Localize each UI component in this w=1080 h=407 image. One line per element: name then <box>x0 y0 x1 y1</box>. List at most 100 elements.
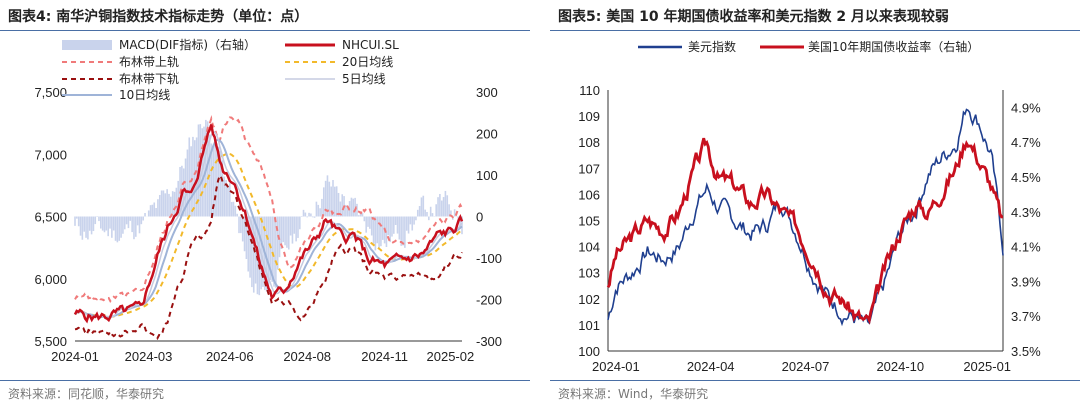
legend-label: 美元指数 <box>688 39 736 54</box>
x-tick-label: 2024-10 <box>876 359 924 374</box>
legend-label: 5日均线 <box>342 72 386 86</box>
macd-bar <box>129 216 132 221</box>
bollinger-lower-line <box>74 173 463 340</box>
macd-bar <box>416 209 419 217</box>
macd-bar <box>135 216 137 237</box>
usd-index-line <box>607 108 1004 327</box>
macd-bar <box>90 216 93 235</box>
x-tick-label: 2024-04 <box>687 359 735 374</box>
macd-bar <box>287 216 290 250</box>
macd-bar <box>324 180 327 217</box>
macd-bar <box>299 216 301 230</box>
macd-bar <box>111 216 113 238</box>
chart-title: 图表4: 南华沪铜指数技术指标走势（单位：点） <box>8 9 309 25</box>
legend-label: NHCUI.SL <box>342 38 399 52</box>
macd-bar <box>393 216 395 234</box>
copper-chart-svg: 7,500 7,000 6,500 6,000 5,500 300 200 100 0 -100 -… <box>34 37 502 364</box>
y-tick-label: 5,500 <box>34 334 67 349</box>
macd-bar <box>273 216 275 287</box>
macd-bar <box>300 215 303 217</box>
ust10y-yield-line <box>606 137 1004 325</box>
macd-bar <box>142 216 144 221</box>
macd-bar <box>321 198 323 217</box>
macd-bar <box>282 216 285 243</box>
macd-bar <box>418 206 421 217</box>
macd-bar <box>394 216 397 225</box>
macd-bar <box>184 158 187 217</box>
y-tick-label: 101 <box>578 318 600 333</box>
macd-bar <box>339 201 342 217</box>
macd-bar <box>195 137 198 217</box>
y2-tick-label: 300 <box>476 85 498 100</box>
macd-bar <box>85 216 87 238</box>
chart-panel-copper: 图表4: 南华沪铜指数技术指标走势（单位：点） 7,500 7,000 6,500 6… <box>0 0 530 407</box>
macd-bar <box>311 216 314 218</box>
macd-bar <box>315 201 318 217</box>
macd-bar <box>249 216 251 278</box>
macd-bar <box>448 204 450 217</box>
y2-tick-label: 4.9% <box>1011 100 1041 115</box>
macd-bar <box>437 197 439 217</box>
y-tick-label: 108 <box>578 135 600 150</box>
macd-bar <box>100 216 102 229</box>
macd-bar <box>411 216 414 231</box>
macd-bar <box>240 216 242 234</box>
macd-bar <box>160 190 163 217</box>
macd-bar <box>459 216 461 229</box>
macd-bar <box>216 143 218 217</box>
macd-bar <box>112 216 115 231</box>
macd-bar <box>275 216 277 288</box>
macd-bar <box>446 195 449 217</box>
x-tick-label: 2025-02 <box>427 349 475 364</box>
y-tick-label: 7,000 <box>34 147 67 162</box>
macd-bar <box>76 216 78 219</box>
macd-bar <box>372 216 375 244</box>
macd-bar <box>439 193 441 217</box>
x-tick-label: 2024-07 <box>782 359 830 374</box>
macd-bar <box>297 216 299 238</box>
macd-bar <box>133 216 135 240</box>
macd-bar <box>322 187 325 217</box>
title-rule <box>0 30 530 31</box>
macd-bar <box>123 216 126 230</box>
y2-tick-label: 4.3% <box>1011 205 1041 220</box>
macd-bar <box>346 208 349 217</box>
macd-bar <box>74 216 76 226</box>
y-tick-label: 102 <box>578 292 600 307</box>
legend-label: 20日均线 <box>342 55 393 69</box>
macd-bar <box>365 216 367 233</box>
macd-bar <box>103 216 106 233</box>
macd-bar <box>345 204 347 217</box>
macd-bar <box>409 216 412 225</box>
legend-label: 10日均线 <box>119 88 170 102</box>
macd-bar <box>381 216 384 240</box>
macd-bar <box>359 213 362 217</box>
macd-bar <box>267 216 270 290</box>
macd-bar <box>214 136 216 217</box>
macd-bar <box>79 216 82 236</box>
macd-bar <box>363 216 366 222</box>
y-tick-label: 109 <box>578 109 600 124</box>
macd-bar <box>153 202 156 217</box>
macd-bar <box>354 197 356 217</box>
macd-bar <box>265 216 268 292</box>
macd-bar <box>400 216 402 246</box>
macd-bar <box>444 190 447 217</box>
macd-bar <box>147 210 150 217</box>
macd-bar <box>125 216 128 225</box>
macd-bar <box>232 201 235 217</box>
macd-bar <box>387 216 390 236</box>
macd-bar <box>398 216 401 240</box>
y2-tick-label: 3.7% <box>1011 309 1041 324</box>
title-rule <box>550 30 1080 31</box>
macd-bar <box>422 195 425 217</box>
macd-bar <box>188 137 191 217</box>
y2-tick-label: -300 <box>476 334 502 349</box>
macd-bar <box>114 216 117 241</box>
macd-bar <box>367 216 369 227</box>
macd-bar <box>118 216 121 241</box>
macd-bar <box>230 201 233 217</box>
macd-bar <box>271 216 273 282</box>
macd-bar <box>87 216 89 240</box>
ma10-line <box>74 138 463 319</box>
